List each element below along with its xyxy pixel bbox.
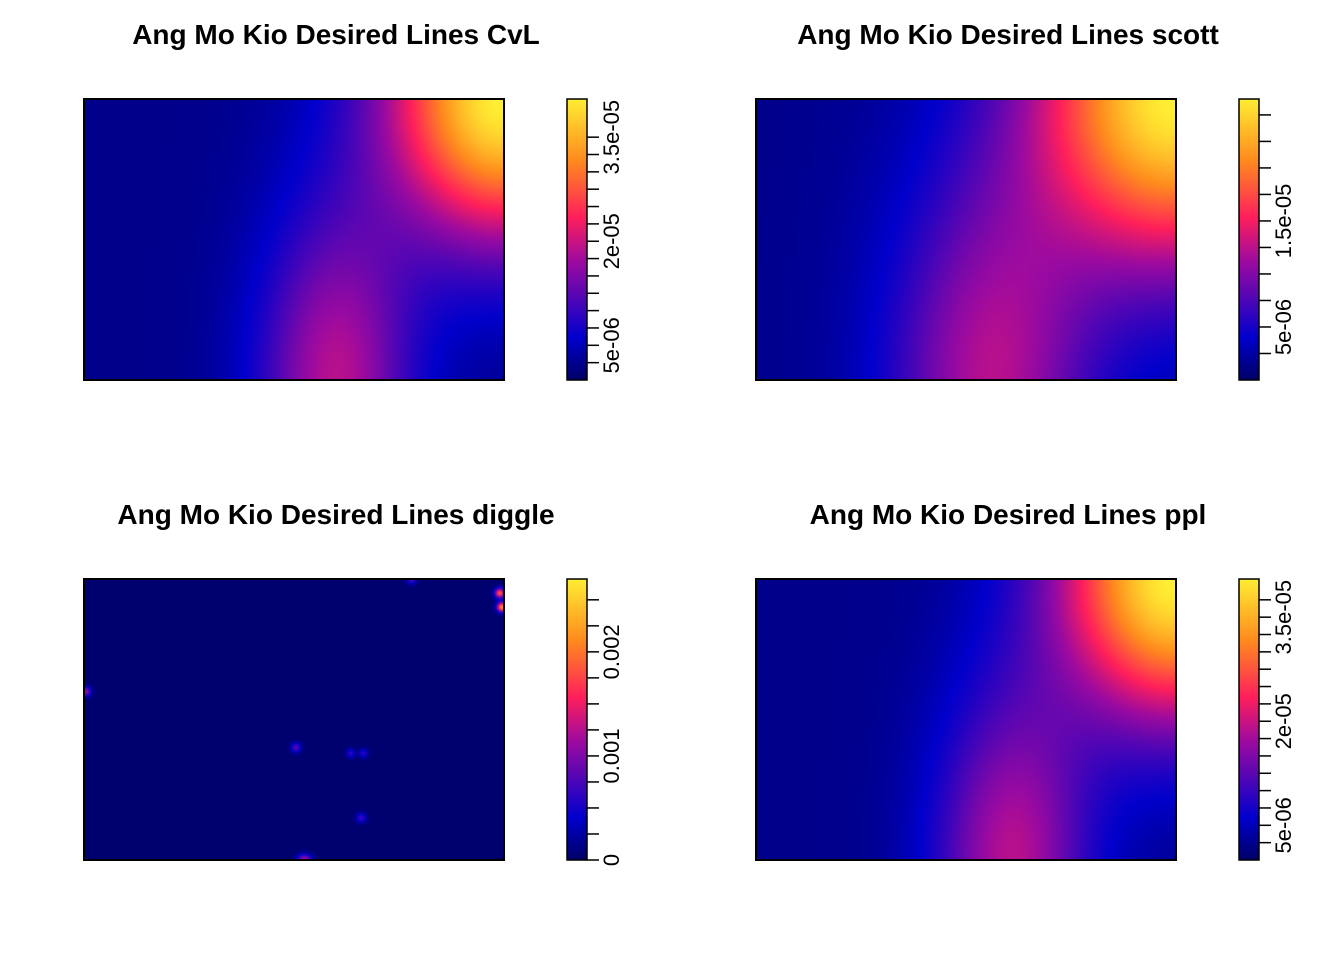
panel-cvl: Ang Mo Kio Desired Lines CvL 5e-06 2e-05 3… <box>83 19 624 381</box>
colorbar-tick-label: 3.5e-05 <box>1271 580 1296 655</box>
colorbar <box>1238 98 1260 381</box>
heatmap-image <box>756 99 1176 380</box>
colorbar-tick-label: 5e-06 <box>599 317 624 373</box>
chart-title: Ang Mo Kio Desired Lines scott <box>797 19 1219 50</box>
chart-title: Ang Mo Kio Desired Lines diggle <box>117 499 554 530</box>
colorbar-tick-label: 2e-05 <box>599 213 624 269</box>
colorbar-tick-label: 5e-06 <box>1271 299 1296 355</box>
heatmap-image <box>756 579 1176 860</box>
colorbar-tick-label: 3.5e-05 <box>599 100 624 175</box>
colorbar-tick-label: 2e-05 <box>1271 693 1296 749</box>
panel-ppl: Ang Mo Kio Desired Lines ppl 5e-06 2e-05 3… <box>755 499 1296 861</box>
panel-diggle: Ang Mo Kio Desired Lines diggle 0 0.001 0.… <box>83 499 624 866</box>
colorbar <box>566 578 588 861</box>
colorbar-tick-label: 0.002 <box>599 624 624 679</box>
plot-frame <box>83 578 505 861</box>
heatmap-image <box>84 579 504 860</box>
colorbar-tick-label: 5e-06 <box>1271 797 1296 853</box>
chart-title: Ang Mo Kio Desired Lines ppl <box>810 499 1207 530</box>
colorbar <box>1238 578 1260 861</box>
panel-scott: Ang Mo Kio Desired Lines scott 5e-06 1.5e… <box>755 19 1296 381</box>
plot-frame <box>755 578 1177 861</box>
colorbar-tick-label: 0.001 <box>599 728 624 783</box>
colorbar-tick-label: 1.5e-05 <box>1271 184 1296 259</box>
colorbar-ticks: 5e-06 2e-05 3.5e-05 <box>587 100 624 373</box>
colorbar-ticks: 5e-06 2e-05 3.5e-05 <box>1259 580 1296 853</box>
plot-frame <box>83 98 505 381</box>
plot-frame <box>755 98 1177 381</box>
colorbar-ticks: 0 0.001 0.002 <box>587 599 624 866</box>
colorbar-ticks: 5e-06 1.5e-05 <box>1259 114 1296 355</box>
heatmap-image <box>84 99 504 380</box>
colorbar-tick-label: 0 <box>599 854 624 866</box>
chart-title: Ang Mo Kio Desired Lines CvL <box>132 19 540 50</box>
colorbar <box>566 98 588 381</box>
